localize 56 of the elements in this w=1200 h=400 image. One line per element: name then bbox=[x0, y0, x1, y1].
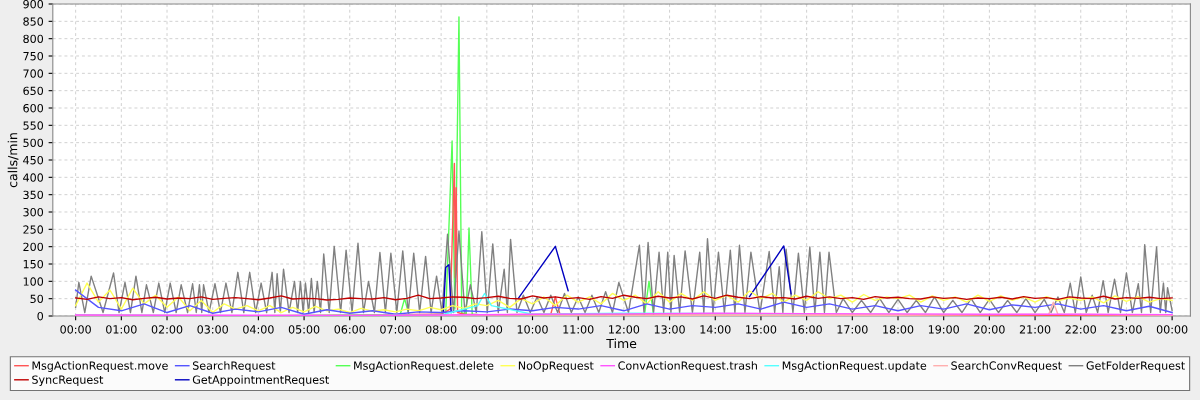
y-tick-label: 0 bbox=[37, 311, 44, 321]
y-tick-label: 750 bbox=[23, 51, 44, 61]
y-tick-label: 150 bbox=[23, 259, 44, 269]
x-tick-label: 11:00 bbox=[563, 325, 594, 334]
y-tick-label: 200 bbox=[23, 242, 44, 252]
x-tick-label: 14:00 bbox=[700, 325, 731, 334]
x-tick-label: 13:00 bbox=[654, 325, 685, 334]
x-tick-label: 22:00 bbox=[1065, 325, 1097, 334]
x-tick-label: 00:00 bbox=[60, 325, 91, 334]
y-tick-label: 850 bbox=[23, 17, 44, 26]
x-tick-label: 20:00 bbox=[974, 325, 1005, 334]
y-tick-label: 550 bbox=[23, 121, 44, 130]
legend-label: NoOpRequest bbox=[518, 361, 594, 372]
x-tick-label: 07:00 bbox=[380, 325, 411, 334]
x-tick-label: 18:00 bbox=[883, 325, 914, 334]
x-tick-label: 10:00 bbox=[517, 325, 548, 334]
legend-label: MsgActionRequest.move bbox=[32, 361, 168, 372]
x-tick-label: 06:00 bbox=[334, 325, 366, 334]
x-tick-label: 02:00 bbox=[151, 325, 183, 334]
y-tick-label: 900 bbox=[23, 0, 44, 9]
y-tick-label: 400 bbox=[23, 173, 44, 182]
x-tick-label: 05:00 bbox=[288, 325, 320, 334]
legend-label: SearchConvRequest bbox=[951, 361, 1062, 372]
x-tick-label: 21:00 bbox=[1019, 325, 1051, 334]
x-tick-label: 00:00 bbox=[1156, 325, 1188, 334]
y-tick-label: 700 bbox=[23, 69, 44, 78]
legend-label: ConvActionRequest.trash bbox=[618, 361, 757, 372]
x-tick-label: 12:00 bbox=[609, 325, 640, 334]
x-tick-label: 03:00 bbox=[197, 325, 228, 334]
y-tick-label: 300 bbox=[23, 207, 44, 217]
y-tick-label: 50 bbox=[30, 294, 44, 304]
y-tick-label: 350 bbox=[23, 190, 44, 200]
x-tick-label: 01:00 bbox=[106, 325, 137, 334]
x-tick-label: 09:00 bbox=[471, 325, 503, 334]
x-tick-label: 23:00 bbox=[1111, 325, 1142, 334]
legend-label: SyncRequest bbox=[32, 375, 104, 386]
x-tick-label: 17:00 bbox=[837, 325, 868, 334]
legend-label: GetFolderRequest bbox=[1086, 361, 1185, 372]
x-axis-title: Time bbox=[606, 338, 637, 349]
legend-label: MsgActionRequest.delete bbox=[354, 361, 494, 372]
y-axis-title: calls/min bbox=[7, 133, 19, 188]
x-tick-label: 08:00 bbox=[425, 325, 457, 334]
y-tick-label: 450 bbox=[23, 155, 44, 165]
y-tick-label: 800 bbox=[23, 34, 44, 44]
y-tick-label: 650 bbox=[23, 86, 44, 96]
y-tick-label: 500 bbox=[23, 138, 44, 148]
x-tick-label: 19:00 bbox=[928, 325, 959, 334]
x-tick-label: 04:00 bbox=[243, 325, 274, 334]
legend-label: SearchRequest bbox=[192, 361, 276, 372]
legend-label: GetAppointmentRequest bbox=[192, 375, 329, 386]
legend-label: MsgActionRequest.update bbox=[782, 361, 927, 372]
x-tick-label: 15:00 bbox=[746, 325, 777, 334]
y-tick-label: 250 bbox=[23, 225, 44, 234]
y-tick-label: 100 bbox=[23, 277, 44, 286]
y-tick-label: 600 bbox=[23, 103, 44, 113]
x-tick-label: 16:00 bbox=[791, 325, 822, 334]
